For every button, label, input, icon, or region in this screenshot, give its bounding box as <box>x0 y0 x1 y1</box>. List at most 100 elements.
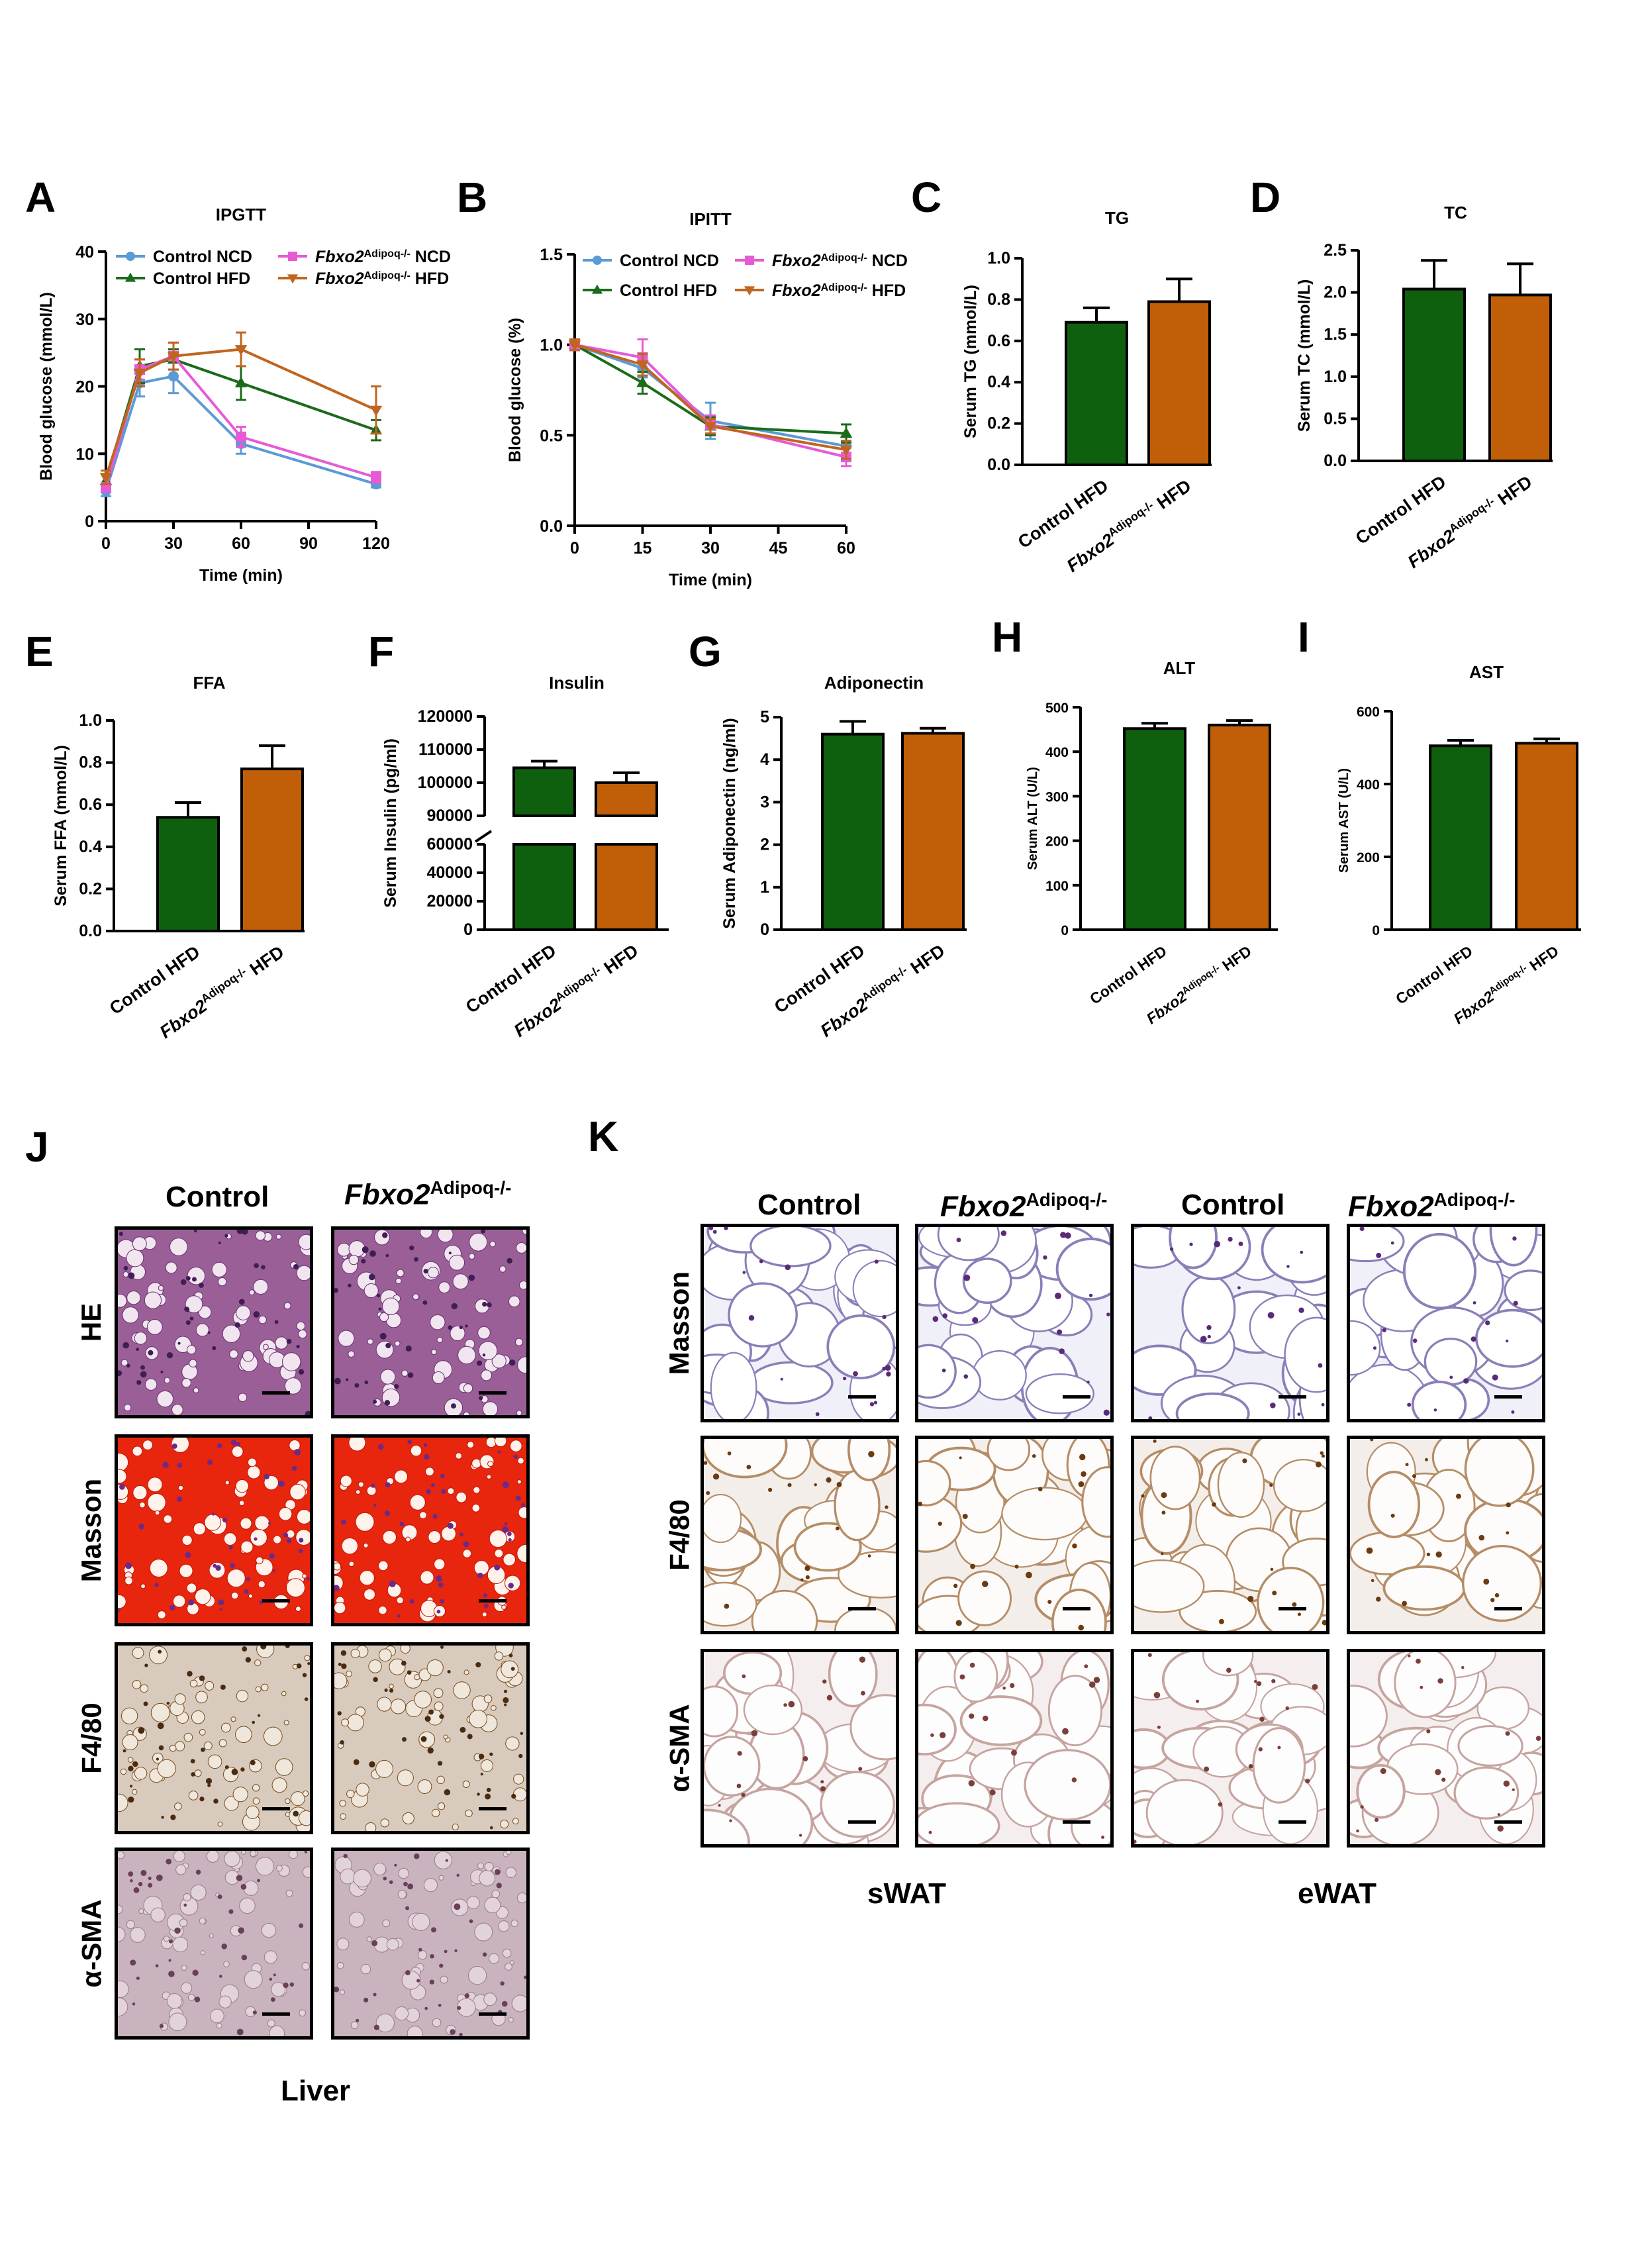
tissue-nucleus <box>373 2024 380 2030</box>
scale-bar <box>1494 1395 1522 1399</box>
tissue-cell <box>395 1277 402 1285</box>
tissue-nucleus <box>407 1670 412 1675</box>
tissue-texture <box>704 1227 896 1419</box>
tissue-cell <box>1411 1380 1467 1419</box>
tissue-nucleus <box>157 1722 164 1730</box>
liver-micrograph <box>115 1848 313 2040</box>
tissue-nucleus <box>1370 1439 1374 1442</box>
y-tick-label: 1.0 <box>540 336 563 355</box>
tissue-cell <box>236 1689 249 1702</box>
tissue-cell <box>1453 1766 1520 1820</box>
tissue-nucleus <box>780 1377 783 1381</box>
tissue-cell <box>432 1371 445 1384</box>
tissue-nucleus <box>440 1473 445 1479</box>
series-line <box>574 343 847 435</box>
tissue-nucleus <box>130 1879 133 1883</box>
tissue-cell <box>479 1869 496 1887</box>
legend-label-part: Adipoq-/- <box>364 248 410 260</box>
category-label-fbxo2-part: Fbxo2 <box>1063 530 1118 576</box>
tissue-cell <box>1134 1559 1205 1613</box>
tissue-cell <box>410 1444 422 1457</box>
tissue-nucleus <box>174 1927 181 1934</box>
tissue-nucleus <box>724 1227 728 1230</box>
tissue-cell <box>1217 1452 1265 1518</box>
tissue-nucleus <box>1038 1487 1043 1492</box>
tissue-nucleus <box>1405 1463 1409 1467</box>
tissue-cell <box>394 1340 401 1347</box>
bar <box>156 816 220 933</box>
tissue-nucleus <box>1078 1481 1085 1487</box>
tissue-cell <box>164 1377 171 1384</box>
tissue-nucleus <box>497 1450 501 1454</box>
tissue-nucleus <box>513 1454 518 1459</box>
bar <box>1065 320 1128 466</box>
tissue-cell <box>820 1771 895 1838</box>
tissue-cell <box>127 1757 134 1763</box>
tissue-nucleus <box>334 1987 340 1993</box>
tissue-texture <box>1350 1652 1542 1844</box>
tissue-cell <box>193 1522 206 1536</box>
tissue-nucleus <box>1373 1346 1376 1350</box>
tissue-cell <box>350 2021 359 2030</box>
tissue-nucleus <box>483 1593 488 1598</box>
y-tick-label: 0.8 <box>987 290 1010 309</box>
tissue-cell <box>405 1536 411 1542</box>
tissue-nucleus <box>130 1785 133 1788</box>
tissue-nucleus <box>959 1674 965 1680</box>
tissue-cell <box>471 1504 481 1512</box>
legend-label: Control HFD <box>153 270 250 288</box>
wat-micrograph <box>1347 1436 1545 1634</box>
tissue-cell <box>382 1297 400 1316</box>
tissue-nucleus <box>436 1609 441 1614</box>
chart-title: FFA <box>193 673 225 693</box>
tissue-nucleus <box>136 1348 140 1352</box>
data-point <box>369 405 383 417</box>
tissue-cell <box>486 1474 492 1479</box>
y-tick-label: 0.5 <box>1324 409 1347 428</box>
tissue-cell <box>1462 1544 1542 1622</box>
tissue-nucleus <box>480 1773 483 1776</box>
tissue-cell <box>516 1893 526 1904</box>
tissue-cell <box>402 1812 414 1825</box>
tissue-nucleus <box>148 1350 154 1356</box>
tissue-cell <box>240 1517 252 1530</box>
tissue-cell <box>504 1575 521 1591</box>
y-tick-label: 90000 <box>426 807 473 825</box>
tissue-nucleus <box>428 1709 434 1715</box>
y-tick-label: 20 <box>75 378 94 397</box>
tissue-nucleus <box>494 1564 501 1571</box>
tissue-nucleus <box>236 1875 243 1881</box>
tissue-cell <box>918 1802 1000 1844</box>
series-line <box>574 343 847 452</box>
tissue-nucleus <box>836 1526 840 1531</box>
tissue-nucleus <box>215 1565 221 1571</box>
tissue-nucleus <box>154 1583 159 1587</box>
tissue-nucleus <box>218 1241 221 1245</box>
tissue-cell <box>452 1273 469 1290</box>
tissue-nucleus <box>430 1953 434 1959</box>
legend-label-part: Fbxo2 <box>315 270 364 288</box>
tissue-cell <box>483 1695 493 1703</box>
tissue-cell <box>262 1344 269 1350</box>
tissue-nucleus <box>228 1545 233 1550</box>
scale-bar <box>848 1607 876 1610</box>
tissue-nucleus <box>708 1227 714 1230</box>
tissue-nucleus <box>1055 1293 1061 1299</box>
tissue-cell <box>193 1387 199 1394</box>
tissue-texture <box>918 1439 1110 1631</box>
tissue-cell <box>149 1646 168 1665</box>
tissue-nucleus <box>438 1582 444 1588</box>
tissue-cell <box>412 1912 430 1931</box>
tissue-cell <box>363 1542 369 1548</box>
tissue-cell <box>417 1779 432 1794</box>
tissue-cell <box>467 1965 487 1985</box>
tissue-cell <box>301 1962 310 1971</box>
wat-col-header: Fbxo2Adipoq-/- <box>940 1191 1107 1222</box>
tissue-cell <box>224 1851 240 1867</box>
tissue-cell <box>477 1862 484 1869</box>
tissue-nucleus <box>423 1443 428 1447</box>
tissue-cell <box>203 1741 213 1750</box>
tissue-cell <box>118 1469 127 1484</box>
liver-row-label: F4/80 <box>75 1702 107 1774</box>
tissue-cell <box>254 1515 270 1531</box>
